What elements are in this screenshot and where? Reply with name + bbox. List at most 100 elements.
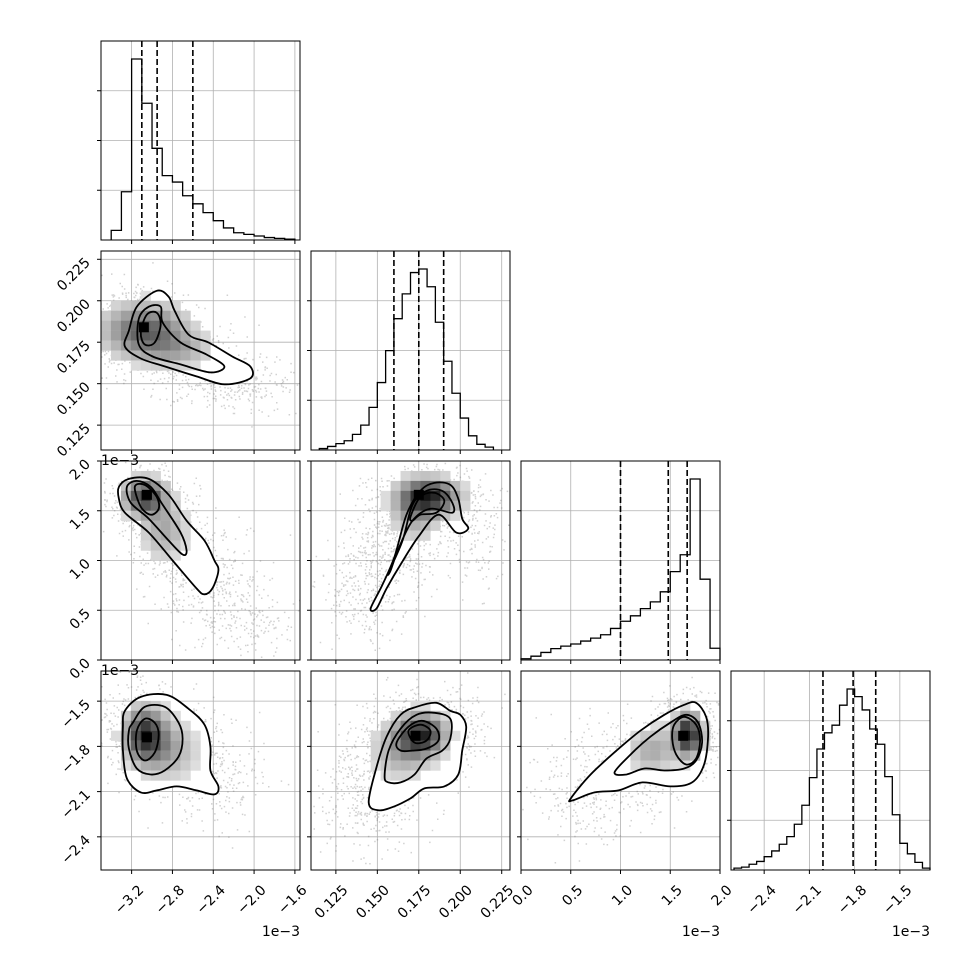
- density-cell: [650, 750, 661, 761]
- density-cell: [650, 730, 661, 741]
- density-cell: [150, 530, 161, 541]
- density-cell: [690, 750, 701, 761]
- density-cell: [130, 300, 141, 311]
- panel-frame: [310, 670, 511, 871]
- density-cell: [170, 710, 181, 721]
- density-cell: [440, 730, 451, 741]
- x-tick-label-p1: 0.175: [395, 882, 435, 922]
- density-cell: [140, 520, 151, 531]
- density-cell: [660, 740, 671, 751]
- density-cell: [170, 490, 181, 501]
- density-cell: [410, 750, 421, 761]
- density-cell: [380, 500, 391, 511]
- density-cell: [440, 480, 451, 492]
- density-cell: [410, 480, 421, 492]
- density-cell: [160, 350, 171, 361]
- joint-content: [312, 461, 510, 651]
- density-cell: [430, 470, 441, 482]
- density-cell: [180, 760, 191, 771]
- density-cell: [380, 490, 391, 501]
- x-tick-label-p2: 1.0: [609, 882, 636, 909]
- density-cell: [110, 300, 122, 311]
- density-cell: [160, 740, 171, 751]
- density-cell: [170, 350, 181, 361]
- density-cell: [400, 500, 411, 511]
- density-cell: [390, 770, 401, 781]
- density-cell: [170, 320, 181, 331]
- density-cell: [170, 530, 181, 541]
- density-cell: [140, 300, 151, 311]
- density-cell: [460, 500, 471, 511]
- x-tick-label-p2: 2.0: [709, 882, 736, 909]
- density-cell: [101, 320, 112, 331]
- density-cell: [140, 500, 151, 511]
- density-cell: [120, 760, 132, 771]
- x-tick-label-p1: 0.200: [436, 882, 476, 922]
- density-cell: [640, 760, 651, 771]
- contour-outer: [121, 693, 220, 796]
- density-cell: [190, 340, 201, 351]
- y-tick-label-p1: 0.200: [54, 296, 94, 336]
- density-cell: [130, 470, 141, 482]
- contour-mid: [125, 479, 188, 557]
- density-cell: [420, 710, 431, 721]
- y-tick-label-p1: 0.175: [54, 338, 94, 378]
- contour-inner: [133, 482, 161, 516]
- density-cell: [400, 530, 411, 541]
- density-cell: [440, 510, 451, 521]
- joint-content: [101, 671, 290, 849]
- x-tick-label-p0: −2.8: [153, 882, 188, 917]
- y-tick-label-p2: 1.5: [67, 506, 94, 533]
- histogram-step-p1: [318, 268, 495, 450]
- density-cell: [170, 760, 181, 771]
- density-cell: [170, 730, 181, 741]
- density-cell: [170, 310, 181, 321]
- density-cell: [420, 700, 431, 711]
- y-offset-label-p2: 1e−3: [101, 453, 139, 469]
- density-cell: [170, 770, 181, 781]
- density-cell: [430, 730, 441, 741]
- density-cell: [180, 330, 191, 341]
- density-cell: [130, 500, 141, 511]
- joint-content: [102, 461, 300, 660]
- density-cell: [390, 760, 401, 771]
- density-cell: [690, 740, 701, 751]
- density-cell: [160, 520, 171, 531]
- density-cell: [180, 310, 191, 321]
- density-cell: [410, 740, 421, 751]
- x-tick-label-p1: 0.150: [353, 882, 393, 922]
- density-cell: [180, 520, 191, 531]
- y-tick-label-p3: −1.5: [58, 697, 93, 732]
- density-cell: [390, 500, 401, 511]
- density-cell: [120, 750, 132, 761]
- density-cell: [130, 720, 141, 731]
- density-cell: [120, 510, 132, 521]
- density-cell: [630, 750, 641, 761]
- density-cell: [160, 770, 171, 781]
- density-cell: [150, 320, 161, 331]
- x-tick-label-p0: −2.0: [234, 882, 269, 917]
- contour-outer: [369, 481, 470, 612]
- density-cell: [170, 540, 181, 551]
- joint-content: [522, 676, 720, 864]
- x-tick-label-p2: 1.5: [659, 882, 686, 909]
- density-cell: [170, 750, 181, 761]
- x-offset-label-p0: 1e−3: [262, 924, 300, 940]
- density-cell: [150, 760, 161, 771]
- y-tick-label-p1: 0.150: [54, 379, 94, 419]
- mode-marker: [141, 732, 152, 743]
- density-cell: [120, 310, 132, 321]
- density-cell: [160, 360, 171, 371]
- density-cell: [120, 320, 132, 331]
- mode-marker: [138, 322, 149, 333]
- density-cell: [380, 770, 391, 781]
- density-cell: [180, 530, 191, 541]
- x-offset-label-p2: 1e−3: [682, 924, 720, 940]
- density-cell: [380, 750, 391, 761]
- density-cell: [640, 730, 651, 741]
- density-cell: [670, 740, 681, 751]
- density-cell: [160, 700, 171, 711]
- density-cell: [170, 330, 181, 341]
- density-cell: [140, 530, 151, 541]
- density-cell: [160, 530, 171, 541]
